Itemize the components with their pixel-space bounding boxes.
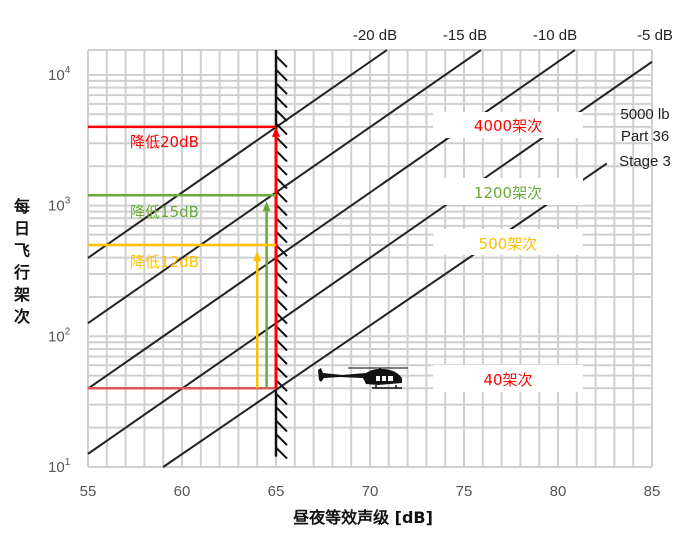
hatch-mark	[275, 379, 288, 392]
hatch-mark	[275, 392, 288, 406]
y-axis-label-char: 次	[14, 307, 30, 326]
hatch-mark	[275, 325, 288, 338]
hatch-mark	[275, 203, 288, 217]
series-line	[87, 49, 576, 390]
hatch-mark	[275, 284, 288, 298]
hatch-mark	[275, 338, 288, 352]
series-line	[87, 49, 388, 259]
y-tick-label: 102	[48, 326, 71, 345]
helicopter-icon	[318, 367, 408, 389]
stage-label: 5000 lb Part 36 Stage 3	[619, 106, 671, 170]
hatch-mark	[275, 419, 288, 433]
label-box	[433, 112, 583, 138]
hatch-mark	[275, 95, 288, 109]
hatch-mark	[275, 446, 288, 460]
label-box	[433, 178, 583, 205]
series-label: -15 dB	[443, 27, 487, 44]
hatch-mark	[275, 244, 288, 257]
x-tick-label: 65	[268, 483, 285, 500]
hatch-mark	[275, 257, 288, 271]
annotation-label: 降低20dB	[130, 133, 199, 151]
hatch-mark	[275, 298, 288, 311]
annotation-label: 降低15dB	[130, 203, 199, 221]
series-line	[162, 162, 608, 468]
x-tick-label: 60	[174, 483, 191, 500]
series-labels: -20 dB -15 dB -10 dB -5 dB	[353, 27, 673, 44]
arrow-head	[253, 250, 262, 261]
hatch-mark	[275, 406, 288, 419]
ticks: 55 60 65 70 75 80 85 101 102 103 104	[48, 65, 660, 500]
hatch-mark	[275, 176, 288, 190]
label-box	[433, 365, 583, 392]
hatch-mark	[275, 136, 288, 149]
hatch-mark	[275, 271, 288, 284]
y-axis-label-char: 飞	[14, 241, 30, 260]
hatch-mark	[275, 122, 288, 136]
hatch-mark	[275, 68, 288, 82]
arrow-head	[262, 201, 271, 212]
hatch-mark	[275, 365, 288, 379]
y-axis-label-char: 日	[14, 219, 30, 238]
arrow-head	[272, 126, 280, 137]
grid	[87, 49, 653, 468]
y-tick-label: 103	[48, 196, 71, 215]
series-label: -10 dB	[533, 27, 577, 44]
hatch-mark	[275, 149, 288, 163]
hatch-mark	[275, 82, 288, 95]
y-axis-label-char: 行	[13, 263, 30, 282]
hatch-mark	[275, 55, 288, 68]
hatch-mark	[275, 163, 288, 176]
box-label: 40架次	[483, 371, 532, 389]
hatch-mark	[275, 217, 288, 230]
annotation-label: 降低12dB	[130, 253, 199, 271]
x-axis-label: 昼夜等效声级 [dB]	[292, 508, 433, 527]
box-label: 500架次	[479, 235, 538, 253]
label-box	[433, 229, 583, 255]
y-tick-label: 104	[48, 65, 71, 84]
stage-label-line3: Stage 3	[619, 153, 671, 170]
series-label: -5 dB	[637, 27, 673, 44]
hatch-mark	[275, 311, 288, 325]
x-tick-label: 70	[362, 483, 379, 500]
hatch-mark	[275, 433, 288, 446]
annotations: 降低20dB 降低15dB 降低12dB	[88, 125, 280, 390]
series-label: -20 dB	[353, 27, 397, 44]
x-tick-label: 85	[644, 483, 661, 500]
x-tick-label: 55	[80, 483, 97, 500]
hatch-mark	[275, 190, 288, 203]
x-tick-label: 75	[456, 483, 473, 500]
stage-label-line1: 5000 lb	[620, 106, 669, 123]
y-axis-label-char: 架	[13, 285, 30, 304]
hatch-mark	[275, 230, 288, 244]
box-label: 1200架次	[474, 184, 542, 202]
box-labels: 4000架次 1200架次 500架次 40架次	[433, 112, 583, 392]
box-label: 4000架次	[474, 117, 542, 135]
y-tick-label: 101	[48, 457, 71, 476]
stage-label-line2: Part 36	[621, 128, 669, 145]
hatch-mark	[275, 109, 288, 122]
x-tick-label: 80	[550, 483, 567, 500]
hatch-mark	[275, 352, 288, 365]
y-axis-label-char: 每	[14, 197, 30, 216]
